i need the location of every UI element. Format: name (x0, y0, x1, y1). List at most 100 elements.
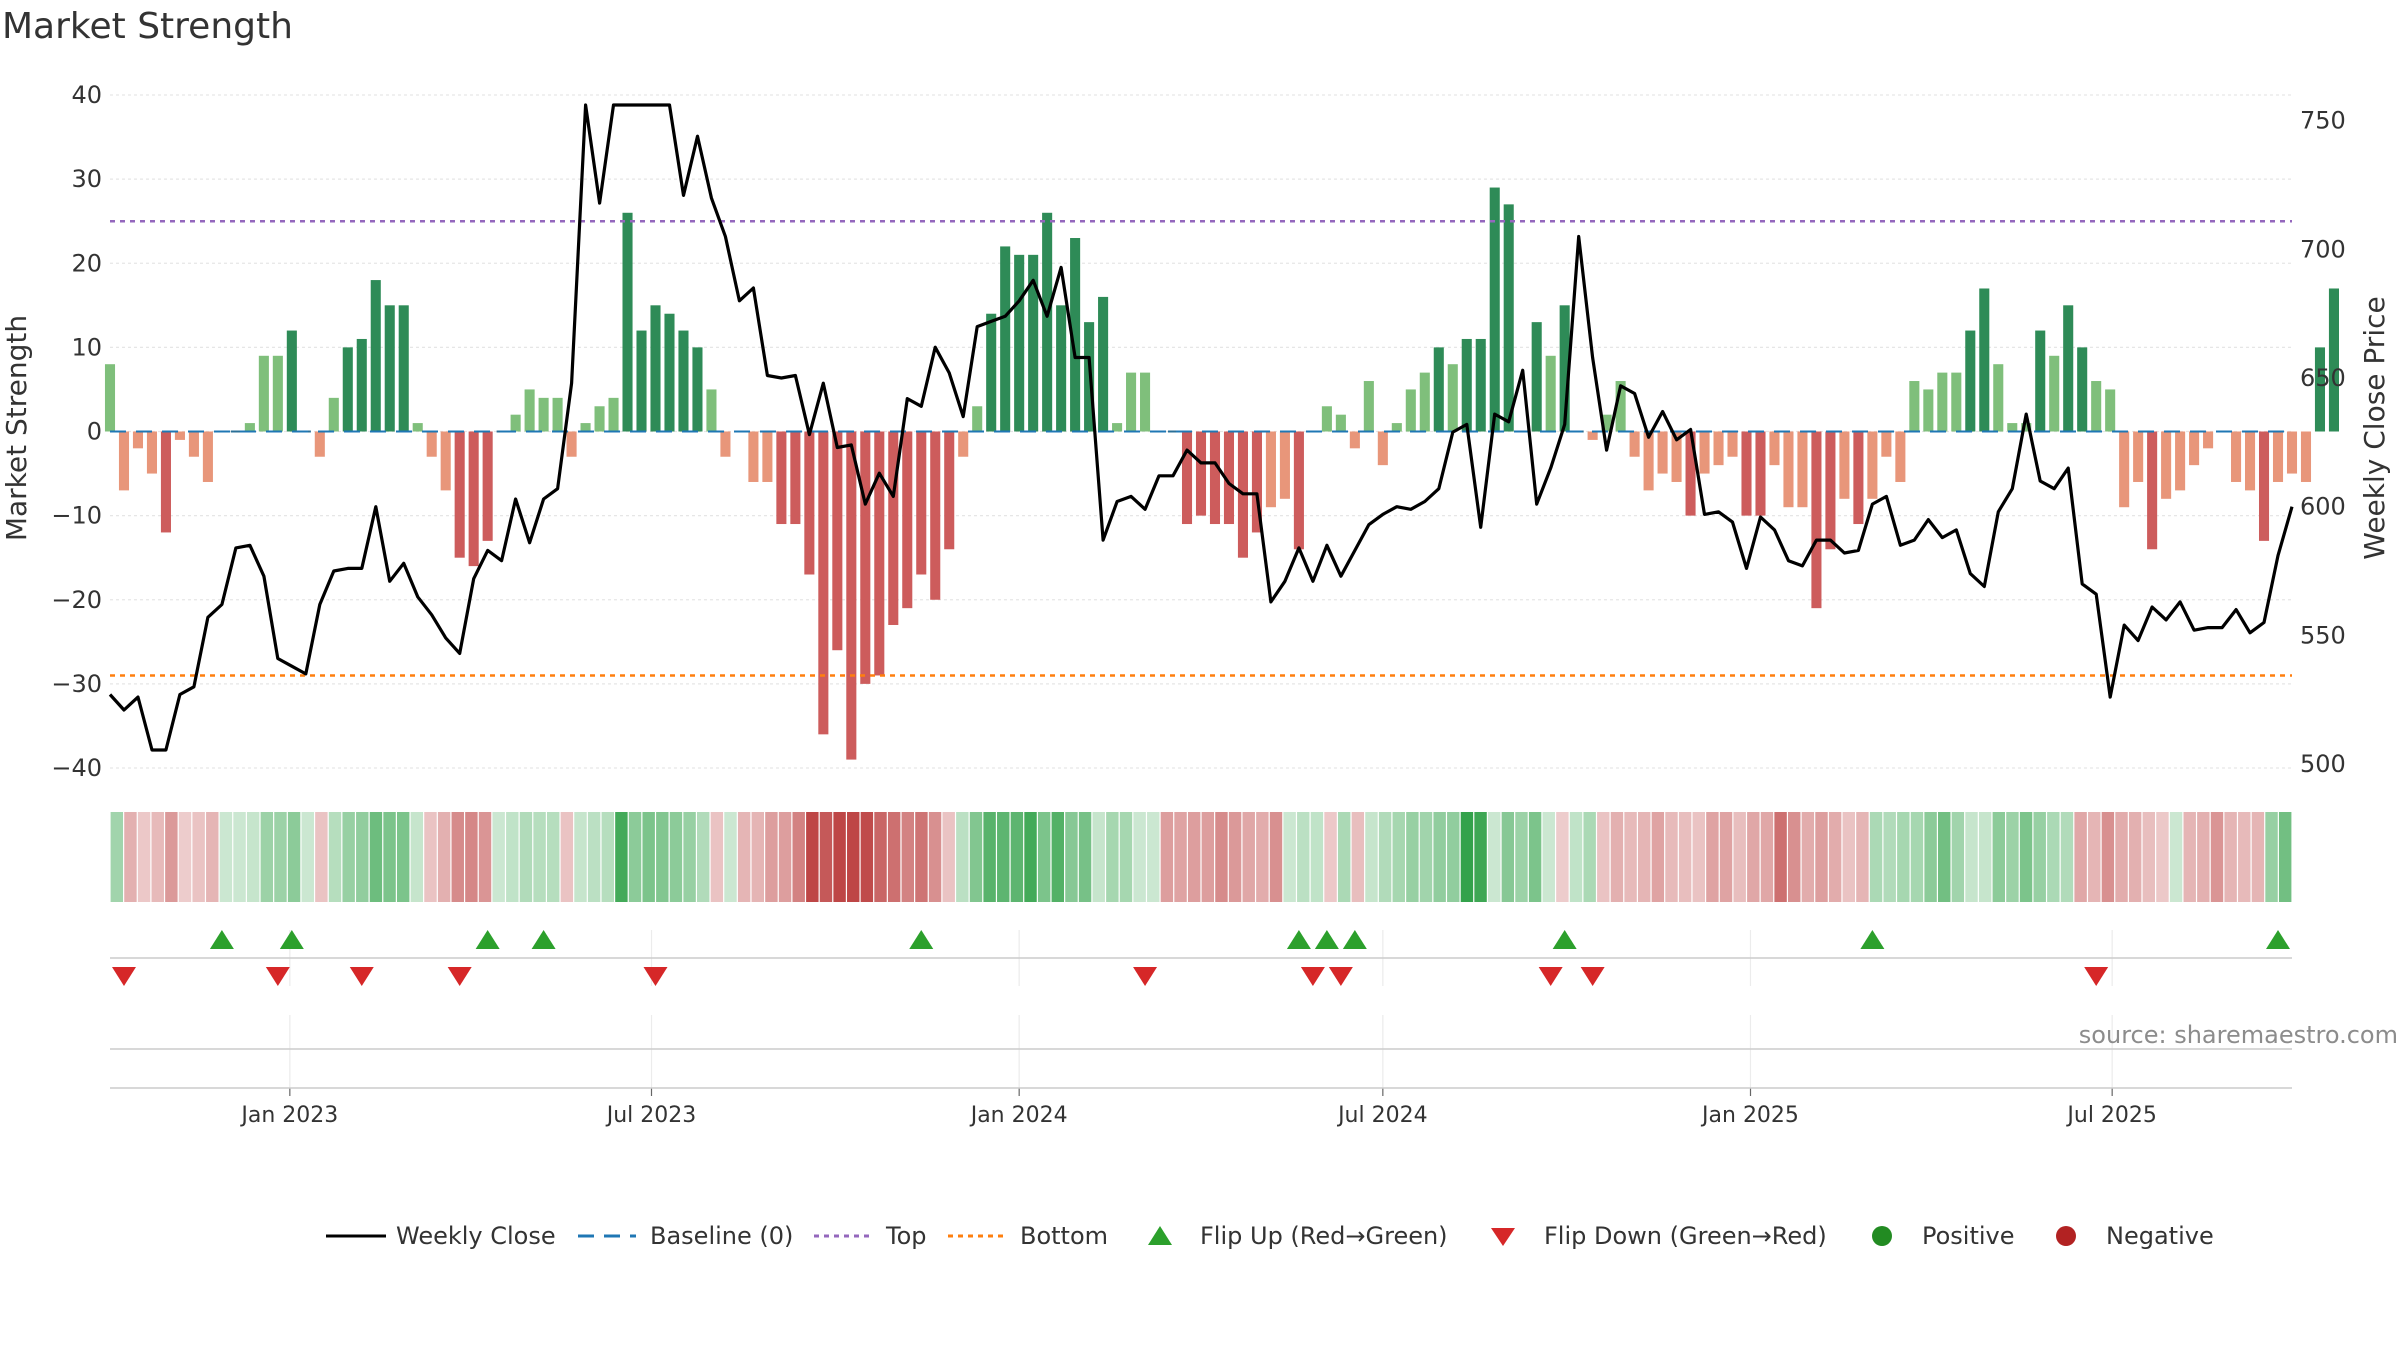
heat-cell (506, 812, 519, 902)
heat-cell (819, 812, 833, 902)
heat-cell (478, 812, 492, 902)
x-axis: Jan 2023 Jul 2023 Jan 2024 Jul 2024 Jan 2025… (110, 1087, 2292, 1128)
heat-cell (301, 812, 314, 902)
strength-bar (902, 431, 913, 609)
strength-bar (1909, 381, 1920, 432)
heat-cell (1938, 812, 1951, 902)
heat-cell (1283, 812, 1296, 902)
strength-bar (1839, 431, 1850, 499)
strength-bar (2203, 431, 2214, 449)
strength-bar (2147, 431, 2158, 550)
heat-cell (1201, 812, 1215, 902)
strength-bar (272, 355, 283, 432)
strength-bar (2091, 381, 2102, 432)
strength-bar (1447, 364, 1458, 432)
heat-cell (2033, 812, 2046, 902)
heat-cell (2197, 812, 2210, 902)
legend-weekly-close-label: Weekly Close (396, 1222, 556, 1250)
right-tick-label: 700 (2300, 235, 2346, 263)
heat-cell (956, 812, 969, 902)
flip-down-marker (111, 967, 136, 986)
heat-cell (628, 812, 642, 902)
strength-bar (636, 330, 647, 432)
strength-bar (1531, 322, 1542, 432)
heat-cell (1037, 812, 1051, 902)
heat-cell (1951, 812, 1965, 902)
flip-up-marker (2266, 930, 2291, 949)
strength-bars (104, 187, 2339, 760)
strength-bar (1923, 389, 1934, 432)
heat-cell (737, 812, 751, 902)
strength-bar (426, 431, 437, 457)
strength-bar (2161, 431, 2172, 499)
heat-cell (1324, 812, 1337, 902)
strength-bar (944, 431, 955, 550)
heat-cell (124, 812, 137, 902)
legend-flip-down-label: Flip Down (Green→Red) (1544, 1222, 1827, 1250)
left-tick-label: −10 (51, 502, 102, 530)
strength-bar (818, 431, 829, 735)
strength-bar (132, 431, 144, 449)
source-note: source: sharemaestro.com (2078, 1021, 2398, 1049)
strength-bar (342, 347, 353, 432)
strength-bar (1993, 364, 2004, 432)
heat-cell (1556, 812, 1569, 902)
heat-cell (287, 812, 301, 902)
heat-cell (724, 812, 737, 902)
strength-bar (1587, 431, 1598, 440)
strength-bar (1195, 431, 1207, 516)
strength-bar (454, 431, 465, 558)
strength-bar (1559, 305, 1570, 432)
strength-bar (2119, 431, 2130, 508)
strength-bar (1265, 431, 1276, 508)
strength-bar (1391, 423, 1402, 432)
reference-lines (110, 219, 2292, 677)
weekly-close-line (108, 103, 2294, 752)
heat-cell (765, 812, 778, 902)
strength-bar (2300, 431, 2312, 482)
heat-cell (1174, 812, 1187, 902)
strength-bar (524, 389, 535, 432)
heat-cell (2047, 812, 2060, 902)
heat-cell (1297, 812, 1310, 902)
heat-cell (1924, 812, 1937, 902)
flip-up-marker (531, 930, 556, 949)
flip-markers (111, 930, 2291, 986)
heat-cell (233, 812, 246, 902)
strength-bar (608, 397, 619, 432)
strength-bar (2328, 288, 2339, 432)
heat-cell (192, 812, 205, 902)
strength-bar (2314, 347, 2326, 432)
strength-bar (1181, 431, 1193, 525)
strength-bar (1895, 431, 1906, 482)
strength-bar (482, 431, 493, 541)
heat-cell (928, 812, 942, 902)
heat-cell (1678, 812, 1692, 902)
heat-cell (1760, 812, 1774, 902)
strength-bar (566, 431, 577, 457)
strength-bar (650, 305, 661, 432)
right-tick-label: 550 (2300, 621, 2346, 649)
strength-bar (1629, 431, 1640, 457)
strength-bar (1028, 254, 1039, 432)
heat-cell (1351, 812, 1365, 902)
heat-cell (2142, 812, 2156, 902)
legend-flip-up-swatch (1148, 1226, 1172, 1245)
heat-cell (1406, 812, 1419, 902)
strength-bar (2175, 431, 2186, 491)
strength-bar (2286, 431, 2298, 474)
strength-bar (916, 431, 927, 575)
heat-cell (1638, 812, 1651, 902)
flip-up-marker (209, 930, 234, 949)
strength-bar (1601, 414, 1612, 432)
x-tick-label: Jan 2025 (1700, 1103, 1799, 1128)
heat-cell (1528, 812, 1542, 902)
heat-cell (1842, 812, 1855, 902)
x-tick-label: Jul 2023 (605, 1103, 697, 1128)
legend-bottom-label: Bottom (1020, 1222, 1108, 1250)
strength-bar (1937, 372, 1948, 432)
strength-bar (860, 431, 871, 684)
strength-bar (874, 431, 885, 676)
left-tick-label: −40 (51, 754, 102, 782)
heat-cell (178, 812, 192, 902)
